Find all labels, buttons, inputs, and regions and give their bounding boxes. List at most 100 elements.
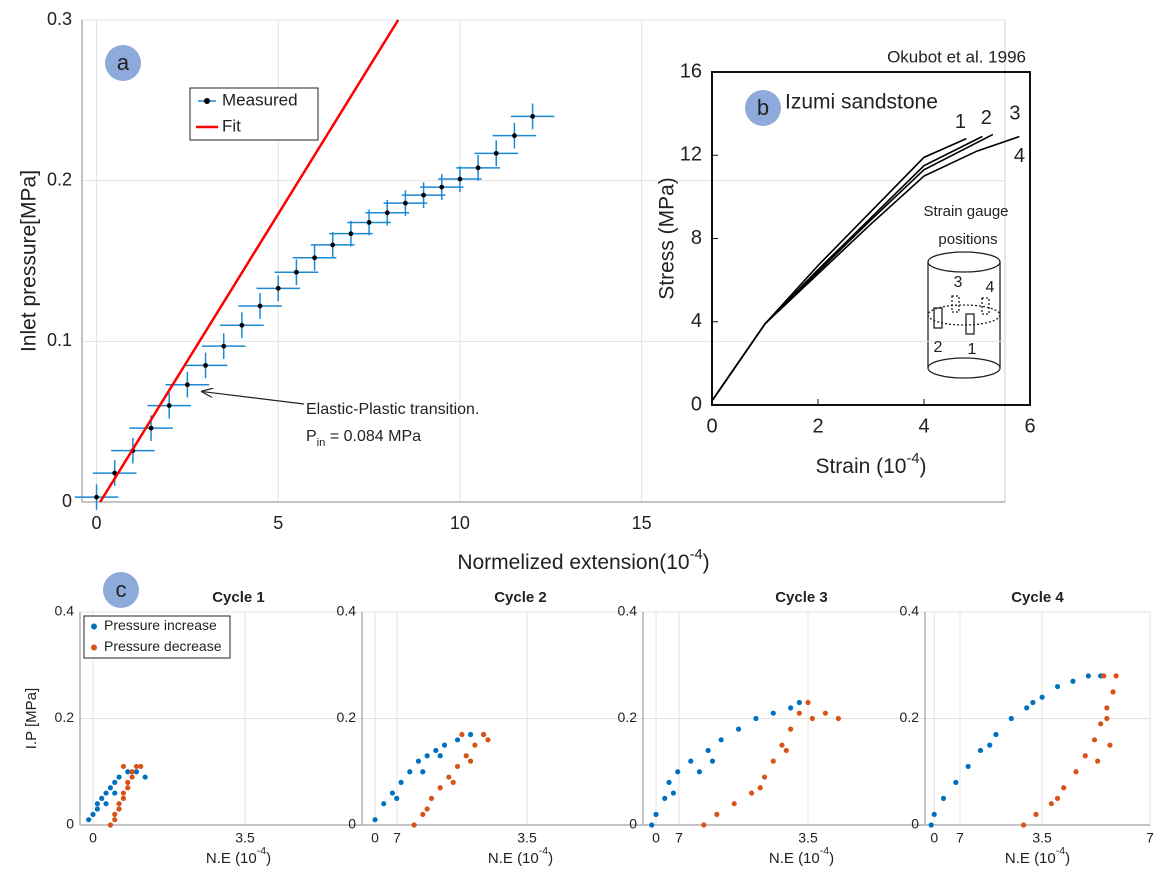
chart-title: Cycle 4 <box>1011 589 1064 606</box>
scatter-point <box>1024 705 1030 711</box>
legend-swatch <box>204 98 210 104</box>
scatter-point <box>424 806 430 812</box>
y-axis-label: I.P [MPa] <box>23 688 40 749</box>
scatter-point <box>166 403 172 408</box>
scatter-point <box>112 817 118 823</box>
y-tick-label: 0.2 <box>618 709 638 725</box>
y-tick-label: 4 <box>691 310 702 332</box>
scatter-point <box>965 763 971 770</box>
scatter-point <box>770 710 776 716</box>
scatter-point <box>133 763 140 770</box>
scatter-point <box>366 220 372 225</box>
x-axis-label-end: ) <box>920 455 927 478</box>
scatter-point <box>138 763 144 770</box>
x-axis-label-main: N.E (10 <box>1005 850 1056 867</box>
x-tick-label: 3.5 <box>235 830 255 846</box>
y-tick-label: 16 <box>680 60 702 82</box>
y-tick-label: 0.2 <box>55 709 75 725</box>
y-tick-label: 0.1 <box>47 330 72 350</box>
scatter-point <box>783 747 789 754</box>
scatter-point <box>1061 785 1067 791</box>
scatter-point <box>116 806 122 812</box>
x-tick-label: 7 <box>956 830 964 846</box>
scatter-point <box>1008 715 1014 722</box>
scatter-point <box>125 769 131 775</box>
annotation-arrow <box>202 392 305 405</box>
annotation-text: Elastic-Plastic transition. <box>306 401 479 418</box>
scatter-point <box>424 753 430 759</box>
scatter-point <box>112 790 118 796</box>
scatter-point <box>257 303 263 309</box>
scatter-point <box>454 737 461 743</box>
scatter-point <box>493 150 499 156</box>
x-tick-label: 0 <box>92 513 102 533</box>
panel-badge <box>103 572 139 608</box>
scatter-point <box>1085 673 1091 679</box>
curve-label: 3 <box>1009 103 1020 125</box>
scatter-point <box>977 747 984 754</box>
inset-label: positions <box>938 231 997 248</box>
scatter-point <box>1113 673 1119 679</box>
y-tick-label: 0 <box>66 816 74 832</box>
x-axis-label: N.E (10-4) <box>206 845 271 867</box>
scatter-point <box>1054 795 1061 801</box>
scatter-point <box>221 343 227 349</box>
curve-label: 1 <box>955 111 966 133</box>
scatter-point <box>420 811 426 817</box>
scatter-point <box>1091 737 1098 743</box>
scatter-point <box>670 790 676 796</box>
scatter-point <box>293 269 299 275</box>
scatter-point <box>103 801 109 807</box>
scatter-point <box>480 731 487 738</box>
x-tick-label: 3.5 <box>517 830 537 846</box>
annotation-text-main: P <box>306 428 317 445</box>
y-tick-label: 0 <box>629 816 637 832</box>
chart-subtitle: Izumi sandstone <box>785 91 938 114</box>
cylinder-sketch <box>927 251 1001 379</box>
y-tick-label: 0.2 <box>337 709 357 725</box>
scatter-point <box>203 363 208 368</box>
scatter-point <box>1033 811 1039 817</box>
x-tick-label: 6 <box>1024 415 1035 437</box>
scatter-point <box>753 715 759 722</box>
inset-label: Strain gauge <box>923 203 1008 220</box>
y-tick-label: 12 <box>680 144 702 166</box>
scatter-point <box>411 822 417 828</box>
x-axis-label-sup: -4 <box>1056 845 1065 857</box>
scatter-point <box>757 785 763 791</box>
x-tick-label: 5 <box>273 513 283 533</box>
x-tick-label: 0 <box>89 830 97 846</box>
x-axis-label-main: N.E (10 <box>488 850 539 867</box>
x-axis-label-sup: -4 <box>690 547 703 563</box>
scatter-point <box>312 255 317 261</box>
scatter-point <box>463 753 469 759</box>
scatter-point <box>107 822 113 828</box>
scatter-point <box>428 795 435 801</box>
scatter-point <box>796 699 802 706</box>
scatter-point <box>709 758 716 764</box>
scatter-point <box>454 763 461 770</box>
x-tick-label: 0 <box>930 830 938 846</box>
scatter-point <box>688 758 694 764</box>
scatter-point <box>1101 673 1107 679</box>
gauge-label: 1 <box>968 341 977 358</box>
y-axis-label: Inlet pressure[MPa] <box>18 170 41 352</box>
legend-box <box>189 87 319 141</box>
scatter-point <box>987 742 993 748</box>
scatter-point <box>788 705 794 711</box>
scatter-point <box>450 779 456 786</box>
chart-title: Cycle 3 <box>775 589 828 606</box>
scatter-point <box>99 795 105 801</box>
y-tick-label: 0.3 <box>47 9 72 29</box>
scatter-point <box>1070 678 1076 684</box>
scatter-point <box>457 176 463 182</box>
x-axis-label-main: Normelized extension(10 <box>457 551 689 574</box>
x-axis-label: Normelized extension(10-4) <box>457 547 709 574</box>
scatter-point <box>120 790 127 796</box>
scatter-point <box>94 494 99 500</box>
scatter-point <box>770 758 776 764</box>
scatter-point <box>398 779 404 786</box>
scatter-point <box>1030 699 1036 706</box>
